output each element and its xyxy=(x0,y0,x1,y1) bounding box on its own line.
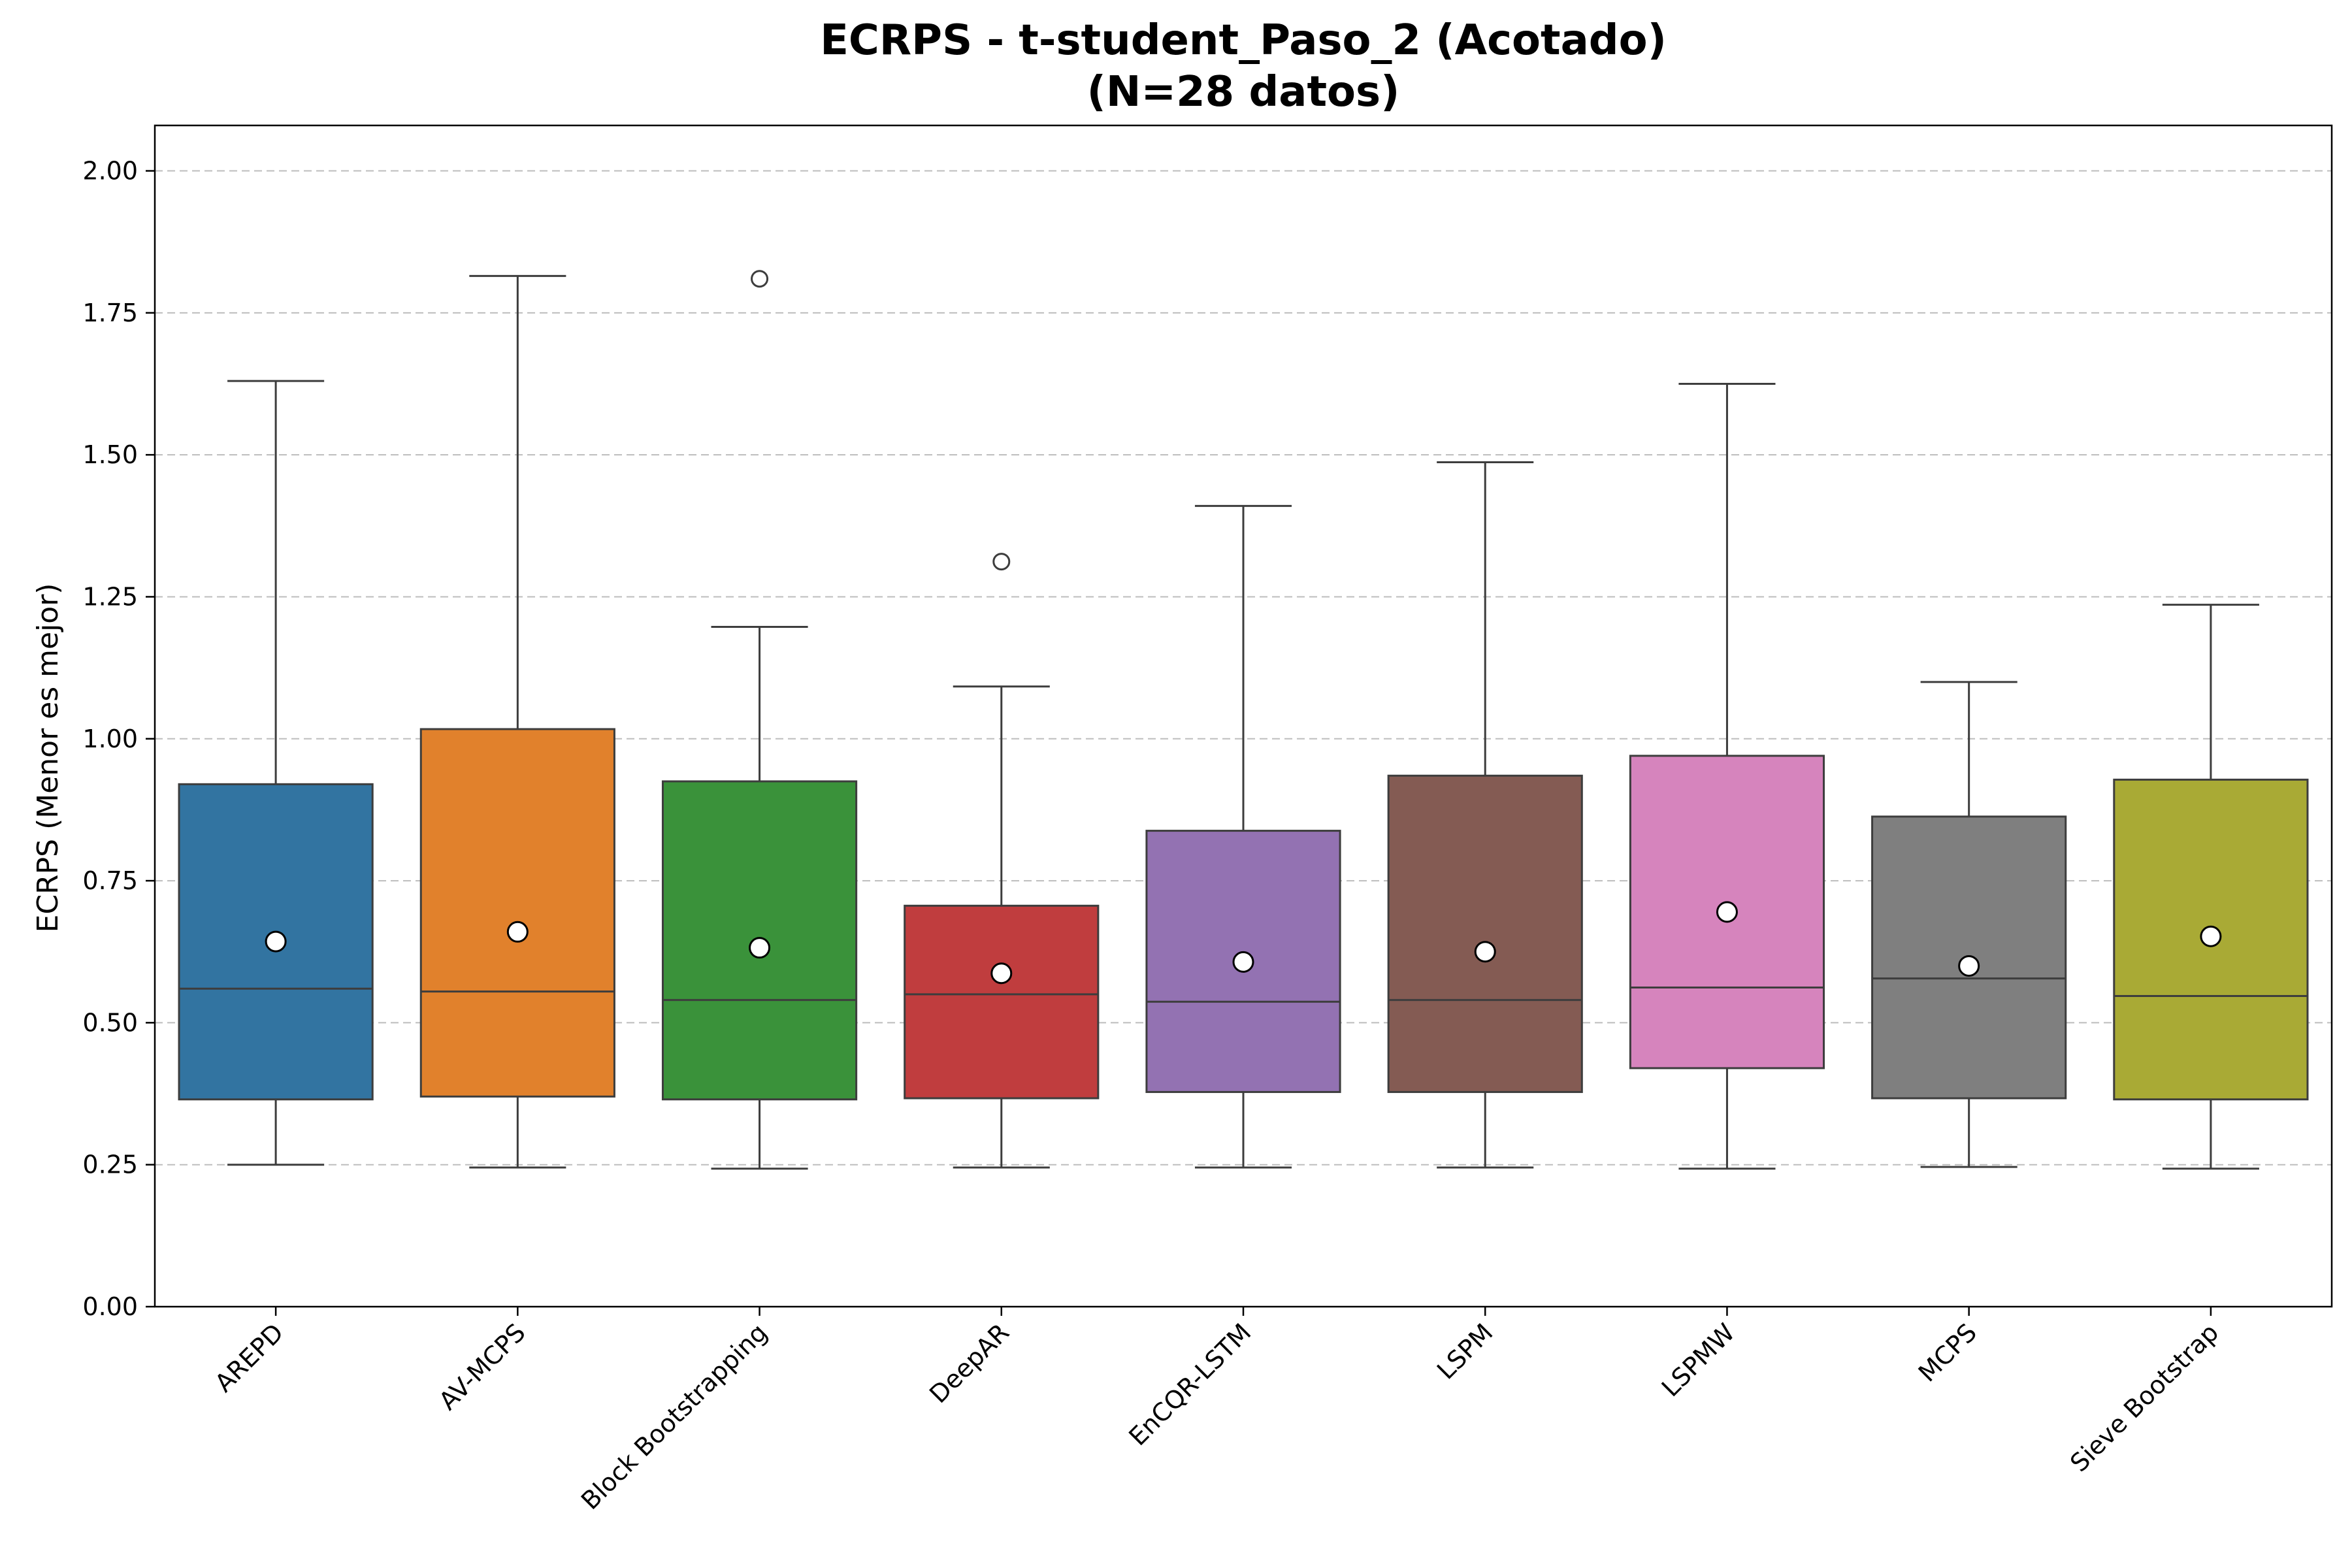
box-group-block-bootstrapping xyxy=(661,270,858,1170)
chart-subtitle: (N=28 datos) xyxy=(1087,68,1400,116)
x-tick-label: EnCQR-LSTM xyxy=(1123,1318,1256,1451)
y-tick-label: 2.00 xyxy=(82,157,138,186)
y-axis-ticks: 0.00 0.25 0.50 0.75 1.00 1.25 1.50 1.75 2.00 xyxy=(82,157,155,1321)
box-group-lspm xyxy=(1387,461,1583,1169)
outlier-point xyxy=(751,270,769,288)
box-group-lspmw xyxy=(1629,383,1825,1170)
mean-marker xyxy=(749,937,771,959)
y-axis-label: ECRPS (Menor es mejor) xyxy=(31,583,65,933)
box-group-mcps xyxy=(1871,681,2067,1168)
x-axis-ticks: AREPD AV-MCPS Block Bootstrapping DeepAR EnC… xyxy=(209,1307,2224,1515)
mean-marker xyxy=(1716,901,1738,923)
mean-marker xyxy=(1232,951,1254,973)
box-group-encqr-lstm xyxy=(1145,504,1341,1169)
y-tick-label: 0.00 xyxy=(82,1292,138,1321)
mean-marker xyxy=(990,962,1013,985)
box-group-sieve-bootstrap xyxy=(2113,604,2309,1170)
outlier-point xyxy=(992,553,1011,571)
x-tick-label: DeepAR xyxy=(924,1318,1015,1409)
mean-marker xyxy=(1474,941,1496,963)
y-tick-label: 1.50 xyxy=(82,440,138,469)
box-group-av-mcps xyxy=(419,274,615,1169)
iqr-box xyxy=(419,728,615,1098)
iqr-box xyxy=(1387,774,1583,1093)
mean-marker xyxy=(265,930,287,953)
y-tick-label: 0.25 xyxy=(82,1151,138,1179)
x-tick-label: LSPMW xyxy=(1656,1318,1740,1402)
iqr-box xyxy=(904,904,1100,1100)
x-tick-label: AREPD xyxy=(209,1318,289,1397)
y-tick-label: 0.50 xyxy=(82,1008,138,1037)
mean-marker xyxy=(2200,925,2222,947)
x-tick-label: MCPS xyxy=(1913,1318,1982,1387)
y-tick-label: 1.00 xyxy=(82,725,138,753)
x-tick-label: Sieve Bootstrap xyxy=(2065,1318,2224,1477)
x-tick-label: AV-MCPS xyxy=(433,1318,531,1415)
boxes xyxy=(178,270,2309,1170)
mean-marker xyxy=(1958,955,1980,977)
x-tick-label: LSPM xyxy=(1431,1318,1499,1385)
mean-marker xyxy=(506,921,529,943)
y-tick-label: 1.75 xyxy=(82,299,138,327)
y-tick-label: 1.25 xyxy=(82,582,138,611)
chart-title: ECRPS - t-student_Paso_2 (Acotado) xyxy=(820,16,1667,65)
x-tick-label: Block Bootstrapping xyxy=(576,1318,773,1515)
box-group-deepar xyxy=(904,553,1100,1169)
y-tick-label: 0.75 xyxy=(82,866,138,895)
box-group-arepd xyxy=(178,380,374,1166)
